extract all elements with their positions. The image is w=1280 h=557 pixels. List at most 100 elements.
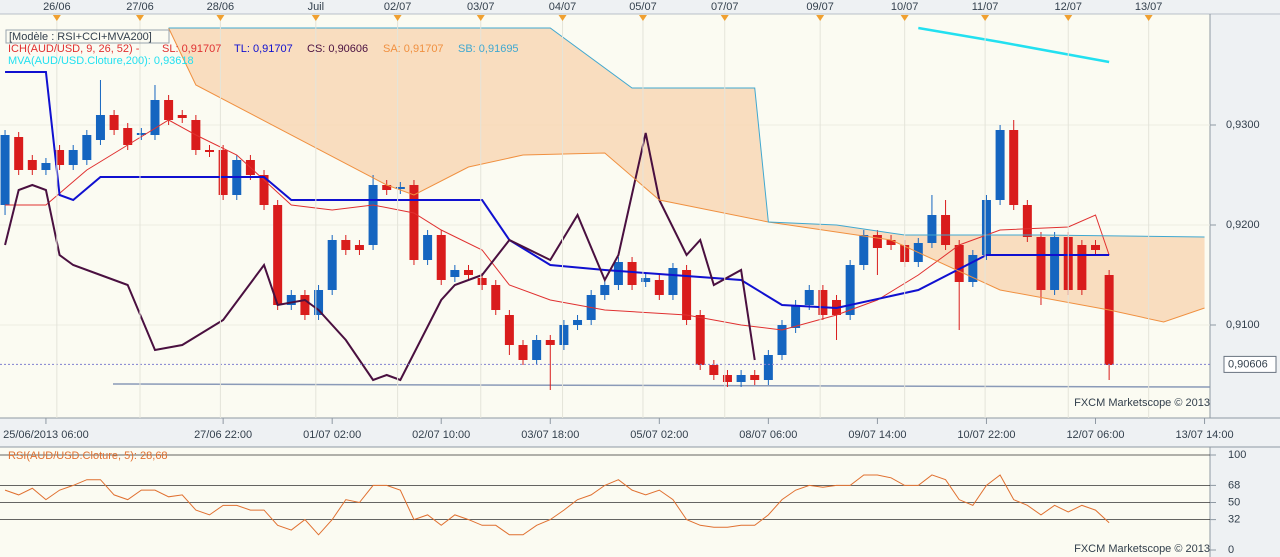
- indicator-line: [918, 26, 1110, 64]
- candle-body: [177, 115, 187, 118]
- event-marker: [816, 15, 825, 21]
- x-tick-label: 02/07 10:00: [412, 429, 470, 441]
- rsi-title: RSI(AUD/USD.Cloture, 5): 28,68: [8, 450, 168, 462]
- y-tick-label: 0: [1228, 544, 1234, 556]
- x-tick-label: 08/07 06:00: [739, 429, 797, 441]
- y-tick-label: 100: [1228, 449, 1246, 461]
- last-price-label: 0,90606: [1228, 358, 1268, 370]
- candle-body: [463, 270, 473, 275]
- candle-body: [750, 375, 760, 380]
- candle-body: [668, 268, 678, 295]
- event-marker: [216, 15, 225, 21]
- event-marker: [52, 15, 61, 21]
- legend-item: TL: 0,91707: [234, 43, 293, 55]
- candle-body: [259, 175, 269, 205]
- candle-body: [491, 285, 501, 310]
- candle-body: [1022, 205, 1032, 237]
- candle-body: [886, 240, 896, 245]
- candle-body: [14, 137, 24, 170]
- reference-line: [112, 383, 1211, 388]
- watermark: FXCM Marketscope © 2013: [1074, 397, 1210, 409]
- candle-body: [55, 150, 65, 165]
- candle-body: [941, 215, 951, 245]
- candle-body: [695, 315, 705, 365]
- model-title: [Modèle : RSI+CCI+MVA200]: [9, 31, 152, 43]
- top-tick-label: 02/07: [384, 1, 412, 13]
- candle-body: [654, 280, 664, 295]
- top-tick-label: 03/07: [467, 1, 495, 13]
- candle-body: [573, 320, 583, 325]
- candle-body: [559, 325, 569, 345]
- candle-body: [1036, 237, 1046, 290]
- candle-body: [205, 150, 215, 152]
- legend-item: SA: 0,91707: [383, 43, 444, 55]
- y-tick-label: 0,9100: [1226, 319, 1260, 331]
- candle-body: [82, 135, 92, 160]
- candle-body: [382, 185, 392, 190]
- candle-body: [777, 325, 787, 355]
- x-tick-label: 01/07 02:00: [303, 429, 361, 441]
- watermark: FXCM Marketscope © 2013: [1074, 543, 1210, 555]
- event-marker: [476, 15, 485, 21]
- candle-body: [995, 130, 1005, 200]
- candle-body: [627, 262, 637, 285]
- indicator-line: [5, 119, 1110, 331]
- candle-body: [341, 240, 351, 250]
- candle-body: [845, 265, 855, 315]
- candle-body: [791, 305, 801, 328]
- candle-body: [641, 278, 651, 282]
- y-tick-label: 0,9200: [1226, 219, 1260, 231]
- legend-item: MVA(AUD/USD.Cloture,200): 0,93618: [8, 55, 194, 67]
- x-tick-label: 27/06 22:00: [194, 429, 252, 441]
- indicator-line: [168, 27, 1205, 323]
- x-tick-label: 13/07 14:00: [1175, 429, 1233, 441]
- candle-body: [504, 315, 514, 345]
- candle-body: [709, 365, 719, 375]
- candle-body: [968, 255, 978, 282]
- candle-body: [532, 340, 542, 360]
- x-tick-label: 05/07 02:00: [630, 429, 688, 441]
- legend-item: CS: 0,90606: [307, 43, 368, 55]
- top-tick-label: 07/07: [711, 1, 739, 13]
- candle-body: [327, 240, 337, 290]
- candle-body: [1009, 130, 1019, 205]
- candle-body: [123, 128, 133, 145]
- legend-prefix: ICH(AUD/USD, 9, 26, 52) -: [8, 43, 140, 55]
- candle-body: [368, 185, 378, 245]
- candle-body: [1050, 237, 1060, 290]
- y-tick-label: 50: [1228, 496, 1240, 508]
- event-marker: [981, 15, 990, 21]
- top-tick-label: 05/07: [629, 1, 657, 13]
- y-tick-label: 0,9300: [1226, 119, 1260, 131]
- candle-body: [1091, 245, 1101, 250]
- candle-body: [300, 295, 310, 315]
- top-tick-label: 28/06: [207, 1, 235, 13]
- candle-body: [109, 115, 119, 130]
- candle-body: [804, 290, 814, 305]
- candle-body: [818, 290, 828, 315]
- candle-body: [354, 245, 364, 250]
- candle-body: [722, 375, 732, 382]
- candle-body: [95, 115, 105, 140]
- top-tick-label: 09/07: [806, 1, 834, 13]
- candle-body: [477, 278, 487, 285]
- candle-body: [41, 163, 51, 170]
- candle-body: [409, 185, 419, 260]
- candle-body: [218, 150, 228, 195]
- candle-body: [763, 355, 773, 380]
- candle-body: [927, 215, 937, 243]
- y-tick-label: 32: [1228, 514, 1240, 526]
- x-tick-label: 12/07 06:00: [1066, 429, 1124, 441]
- candle-body: [981, 200, 991, 255]
- main-plot: [0, 26, 1210, 390]
- last-price-box: [1223, 355, 1277, 373]
- candle-body: [613, 262, 623, 285]
- candle-body: [545, 340, 555, 345]
- candle-body: [164, 100, 174, 120]
- legend-item: SL: 0,91707: [162, 43, 221, 55]
- candle-body: [314, 290, 324, 315]
- indicator-line: [168, 27, 1205, 238]
- candle-body: [450, 270, 460, 277]
